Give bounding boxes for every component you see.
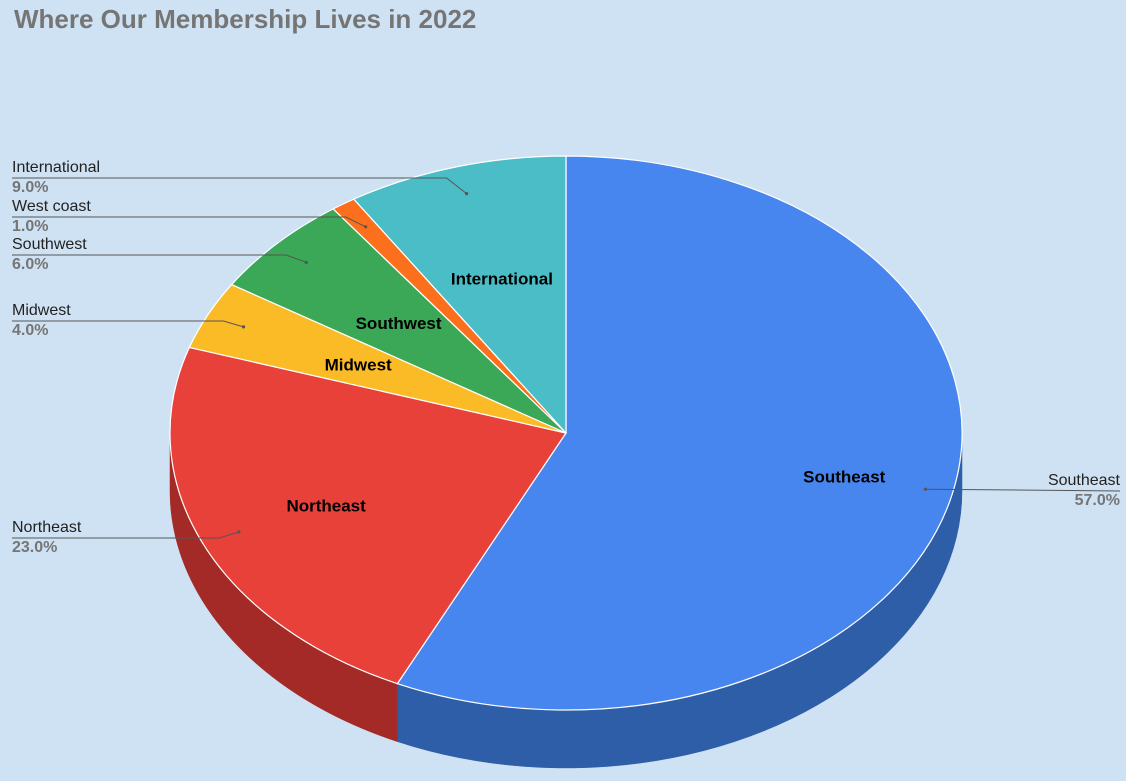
slice-label-international: International (451, 270, 553, 289)
pie-slice-international (352, 155, 567, 435)
leader-line-southwest (12, 254, 307, 263)
callout-name-southwest: Southwest (12, 236, 87, 253)
leader-dot-southeast (923, 487, 928, 491)
pie-slice-southeast (396, 155, 963, 711)
leader-dot-international (464, 191, 469, 196)
callout-pct-southeast: 57.0% (1075, 492, 1120, 509)
leader-line-west-coast (12, 216, 366, 228)
pie-slice-northeast (169, 346, 567, 685)
pie-slice-southwest (230, 208, 567, 434)
leader-line-southeast (925, 488, 1121, 492)
slice-labels: Southeast Northeast Midwest Southwest Intern… (286, 270, 885, 516)
callout-pct-international: 9.0% (12, 179, 48, 196)
leader-dot-west-coast (364, 225, 368, 229)
pie-slices (169, 155, 963, 711)
leader-dot-northeast (237, 530, 241, 534)
slice-label-northeast: Northeast (286, 497, 366, 516)
callout-name-southeast: Southeast (1048, 472, 1121, 489)
leader-dot-southwest (304, 260, 308, 264)
callout-pct-midwest: 4.0% (12, 322, 48, 339)
leader-lines (12, 177, 1121, 539)
slice-label-southwest: Southwest (356, 314, 442, 333)
chart-title: Where Our Membership Lives in 2022 (14, 4, 477, 34)
leader-line-international (12, 177, 467, 194)
slice-label-southeast: Southeast (803, 468, 886, 487)
callout-name-midwest: Midwest (12, 302, 71, 319)
callout-name-international: International (12, 159, 100, 176)
leader-dot-midwest (241, 325, 246, 329)
callout-pct-northeast: 23.0% (12, 539, 57, 556)
callout-pct-southwest: 6.0% (12, 256, 48, 273)
callout-pct-west-coast: 1.0% (12, 218, 48, 235)
leader-line-midwest (12, 320, 244, 328)
slice-label-midwest: Midwest (325, 356, 392, 375)
leader-line-northeast (12, 531, 240, 539)
callout-name-west-coast: West coast (12, 198, 91, 215)
callout-name-northeast: Northeast (12, 519, 82, 536)
